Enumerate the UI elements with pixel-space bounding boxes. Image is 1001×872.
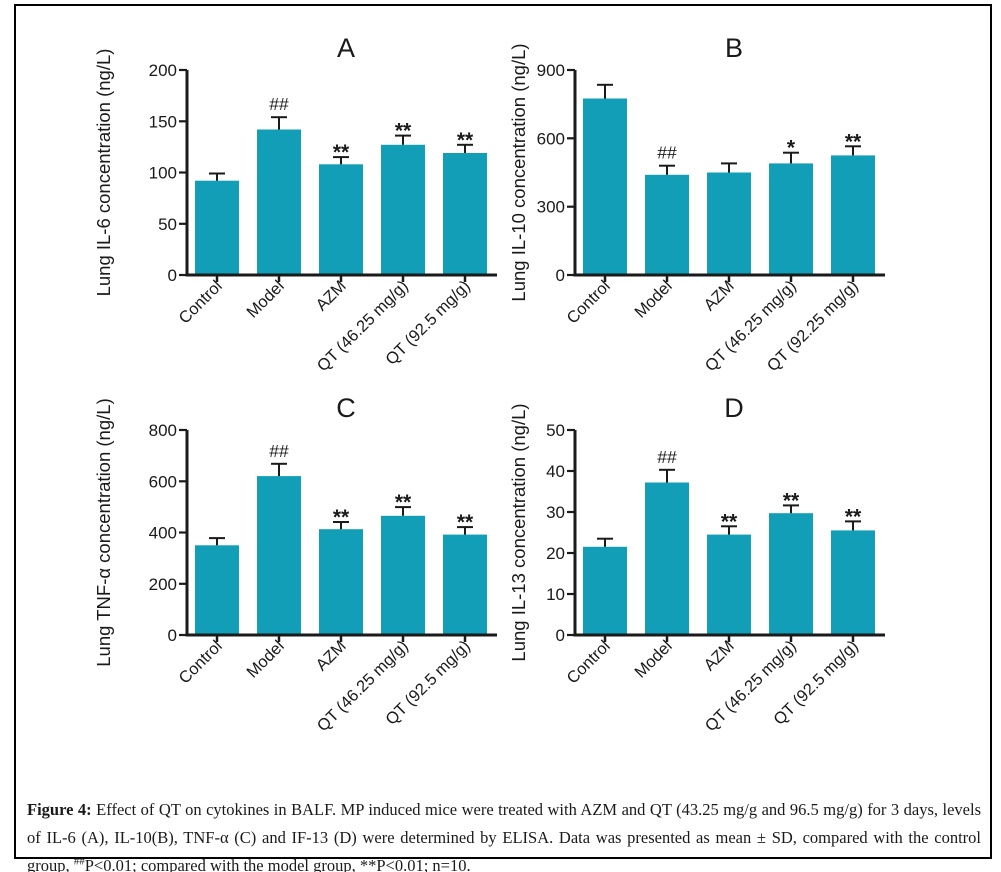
y-tick-label: 100: [149, 164, 177, 183]
bar-Control: [195, 545, 239, 635]
figure-caption: Figure 4: Effect of QT on cytokines in B…: [27, 796, 981, 872]
significance-annotation: **: [457, 511, 474, 534]
y-tick-label: 50: [158, 215, 177, 234]
category-label: AZM: [312, 637, 349, 674]
category-label: Model: [631, 637, 676, 682]
panel-title: B: [725, 33, 743, 63]
significance-annotation: **: [721, 510, 738, 533]
y-tick-label: 150: [149, 112, 177, 131]
significance-annotation: ##: [269, 441, 289, 461]
category-label: AZM: [700, 637, 737, 674]
category-label: Control: [175, 637, 225, 687]
category-label: Model: [631, 277, 676, 322]
significance-annotation: **: [333, 141, 350, 164]
y-axis-label: Lung IL-10 concentration (ng/L): [508, 43, 529, 301]
significance-annotation: **: [845, 505, 862, 528]
y-tick-label: 600: [149, 472, 177, 491]
y-tick-label: 800: [149, 421, 177, 440]
y-axis-label: Lung IL-6 concentration (ng/L): [93, 49, 114, 297]
significance-annotation: ##: [269, 94, 289, 114]
bar-Control: [195, 180, 239, 275]
caption-figure-label: Figure 4:: [27, 799, 92, 819]
significance-annotation: **: [395, 491, 412, 514]
bar-AZM: [707, 172, 751, 275]
significance-annotation: ##: [657, 447, 677, 467]
y-tick-label: 300: [537, 198, 565, 217]
caption-hash-superscript: ##: [73, 855, 85, 867]
y-axis-label: Lung TNF-α concentration (ng/L): [93, 398, 114, 666]
y-tick-label: 0: [168, 266, 177, 285]
bar-AZM: [319, 529, 363, 635]
y-tick-label: 10: [546, 585, 565, 604]
bar-QT (92.5 mg/g): [443, 534, 487, 635]
bar-Model: [645, 482, 689, 635]
category-label: Control: [563, 637, 613, 687]
y-axis-label: Lung IL-13 concentration (ng/L): [508, 403, 529, 661]
bar-QT (92.5 mg/g): [831, 530, 875, 635]
category-label: Control: [563, 277, 613, 327]
y-tick-label: 30: [546, 503, 565, 522]
figure-border: [14, 4, 992, 859]
y-tick-label: 0: [556, 266, 565, 285]
category-label: Control: [175, 277, 225, 327]
significance-annotation: *: [787, 137, 796, 160]
bar-QT (46.25 mg/g): [381, 515, 425, 635]
significance-annotation: ##: [657, 143, 677, 163]
y-tick-label: 0: [168, 626, 177, 645]
category-label: Model: [243, 277, 288, 322]
category-label: AZM: [700, 277, 737, 314]
bar-QT (92.25 mg/g): [831, 155, 875, 275]
significance-annotation: **: [333, 506, 350, 529]
bar-Model: [645, 174, 689, 275]
significance-annotation: **: [457, 129, 474, 152]
y-tick-label: 200: [149, 61, 177, 80]
y-tick-label: 400: [149, 524, 177, 543]
bar-Model: [257, 476, 301, 635]
bar-QT (46.25 mg/g): [769, 163, 813, 275]
panel-title: D: [724, 393, 744, 423]
caption-text-2: P<0.01; compared with the model group, *…: [84, 855, 471, 872]
y-tick-label: 40: [546, 462, 565, 481]
y-tick-label: 20: [546, 544, 565, 563]
bar-Control: [583, 98, 627, 275]
significance-annotation: **: [845, 130, 862, 153]
bar-AZM: [319, 164, 363, 275]
y-tick-label: 900: [537, 61, 565, 80]
y-tick-label: 50: [546, 421, 565, 440]
bar-QT (46.25 mg/g): [769, 513, 813, 635]
panel-title: C: [336, 393, 356, 423]
y-tick-label: 200: [149, 575, 177, 594]
category-label: AZM: [312, 277, 349, 314]
significance-annotation: **: [395, 120, 412, 143]
y-tick-label: 600: [537, 129, 565, 148]
bar-QT (92.5 mg/g): [443, 153, 487, 275]
y-tick-label: 0: [556, 626, 565, 645]
category-label: Model: [243, 637, 288, 682]
panel-title: A: [337, 33, 355, 63]
significance-annotation: **: [783, 489, 800, 512]
caption-text-1: Effect of QT on cytokines in BALF. MP in…: [27, 799, 982, 872]
bar-AZM: [707, 534, 751, 635]
bar-Model: [257, 129, 301, 275]
bar-Control: [583, 546, 627, 635]
bar-QT (46.25 mg/g): [381, 144, 425, 275]
